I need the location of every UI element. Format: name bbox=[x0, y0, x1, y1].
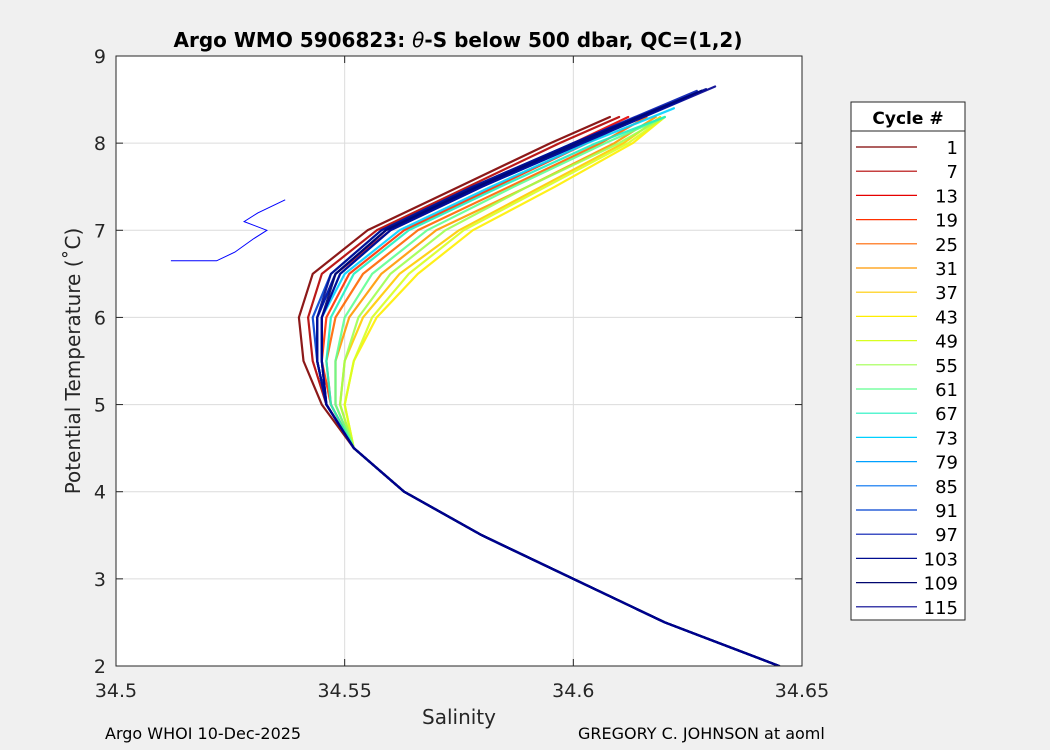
legend: Cycle # 1 7 13 19 25 31 37 43 49 55 61 67 73 79 85 91 97… bbox=[850, 101, 966, 621]
legend-label-73: 73 bbox=[935, 428, 958, 449]
legend-title: Cycle # bbox=[872, 109, 943, 129]
legend-label-13: 13 bbox=[935, 186, 958, 207]
y-tick-label-1: 3 bbox=[94, 569, 106, 591]
legend-label-85: 85 bbox=[935, 477, 958, 498]
title-prefix: Argo WMO 5906823: bbox=[174, 28, 413, 52]
footer-left-text: Argo WHOI 10-Dec-2025 bbox=[105, 724, 302, 743]
x-tick-label-3: 34.65 bbox=[775, 680, 829, 702]
y-tick-label-3: 5 bbox=[94, 395, 106, 417]
legend-label-103: 103 bbox=[924, 549, 958, 570]
y-tick-label-5: 7 bbox=[94, 220, 106, 242]
series-line-cycle-115 bbox=[320, 85, 781, 666]
legend-label-97: 97 bbox=[935, 525, 958, 546]
axis-ticks: 34.5 34.55 34.6 34.65 2 3 4 5 6 7 8 9 bbox=[94, 46, 829, 702]
outlier-trace bbox=[170, 199, 286, 262]
y-tick-label-0: 2 bbox=[94, 656, 106, 678]
y-axis-label: Potential Temperature (˚C) bbox=[61, 228, 85, 495]
chart-title: Argo WMO 5906823: θ-S below 500 dbar, QC… bbox=[174, 28, 743, 52]
y-tick-label-4: 6 bbox=[94, 307, 106, 329]
legend-label-91: 91 bbox=[935, 501, 958, 522]
title-theta: θ bbox=[412, 28, 424, 52]
legend-label-55: 55 bbox=[935, 356, 958, 377]
legend-label-37: 37 bbox=[935, 283, 958, 304]
x-tick-label-0: 34.5 bbox=[95, 680, 137, 702]
x-tick-label-1: 34.55 bbox=[317, 680, 371, 702]
plot-area bbox=[116, 56, 802, 666]
legend-label-79: 79 bbox=[935, 453, 958, 474]
x-axis-label: Salinity bbox=[422, 705, 496, 729]
series-layer bbox=[170, 85, 781, 666]
x-tick-label-2: 34.6 bbox=[552, 680, 594, 702]
legend-label-43: 43 bbox=[935, 307, 958, 328]
plot-frame bbox=[115, 55, 803, 667]
y-tick-label-7: 9 bbox=[94, 46, 106, 68]
legend-label-19: 19 bbox=[935, 211, 958, 232]
legend-label-25: 25 bbox=[935, 235, 958, 256]
title-suffix: -S below 500 dbar, QC=(1,2) bbox=[424, 28, 742, 52]
legend-label-109: 109 bbox=[924, 574, 958, 595]
legend-label-49: 49 bbox=[935, 332, 958, 353]
y-tick-label-6: 8 bbox=[94, 133, 106, 155]
y-tick-label-2: 4 bbox=[94, 482, 106, 504]
footer-right-text: GREGORY C. JOHNSON at aoml bbox=[578, 724, 825, 743]
legend-entries: 1 7 13 19 25 31 37 43 49 55 61 67 73 79 85 91 97 103 109 11… bbox=[856, 138, 958, 619]
legend-label-1: 1 bbox=[947, 138, 958, 159]
legend-label-61: 61 bbox=[935, 380, 958, 401]
legend-label-115: 115 bbox=[924, 598, 958, 619]
legend-label-67: 67 bbox=[935, 404, 958, 425]
legend-label-7: 7 bbox=[947, 162, 958, 183]
legend-label-31: 31 bbox=[935, 259, 958, 280]
